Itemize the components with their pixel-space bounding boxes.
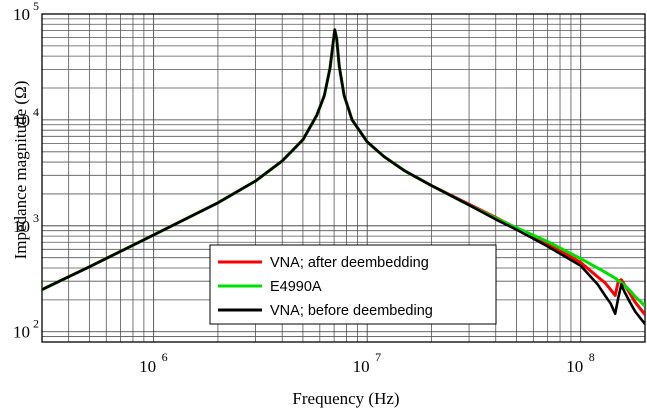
x-tick-exponent: 7 xyxy=(375,350,381,364)
y-tick-exponent: 4 xyxy=(33,105,39,119)
legend-label-1: VNA; after deembedding xyxy=(270,255,429,271)
y-tick-label: 10 xyxy=(13,5,30,24)
y-tick-label: 10 xyxy=(13,323,30,342)
plot-lines xyxy=(42,28,645,325)
x-tick-label: 10 xyxy=(566,357,583,376)
y-tick-exponent: 3 xyxy=(33,211,39,225)
legend-label-2: E4990A xyxy=(270,279,322,295)
y-tick-label: 10 xyxy=(13,111,30,130)
y-tick-label: 10 xyxy=(13,217,30,236)
plot-area-frame xyxy=(41,13,646,343)
series-line-3 xyxy=(42,28,645,325)
x-tick-label: 10 xyxy=(353,357,370,376)
x-tick-exponent: 8 xyxy=(589,350,595,364)
x-axis-label: Frequency (Hz) xyxy=(292,389,399,408)
legend-label-3: VNA; before deembeding xyxy=(270,303,433,319)
y-tick-exponent: 2 xyxy=(33,317,39,331)
x-tick-exponent: 6 xyxy=(162,350,168,364)
y-tick-exponent: 5 xyxy=(33,0,39,13)
y-axis-label: Impedance magnitude (Ω) xyxy=(11,81,30,260)
x-tick-label: 10 xyxy=(139,357,156,376)
axes: 10 6 10 7 10 810 210 310 410 5 xyxy=(13,0,646,376)
legend: VNA; after deembedding E4990A VNA; before … xyxy=(209,244,497,325)
